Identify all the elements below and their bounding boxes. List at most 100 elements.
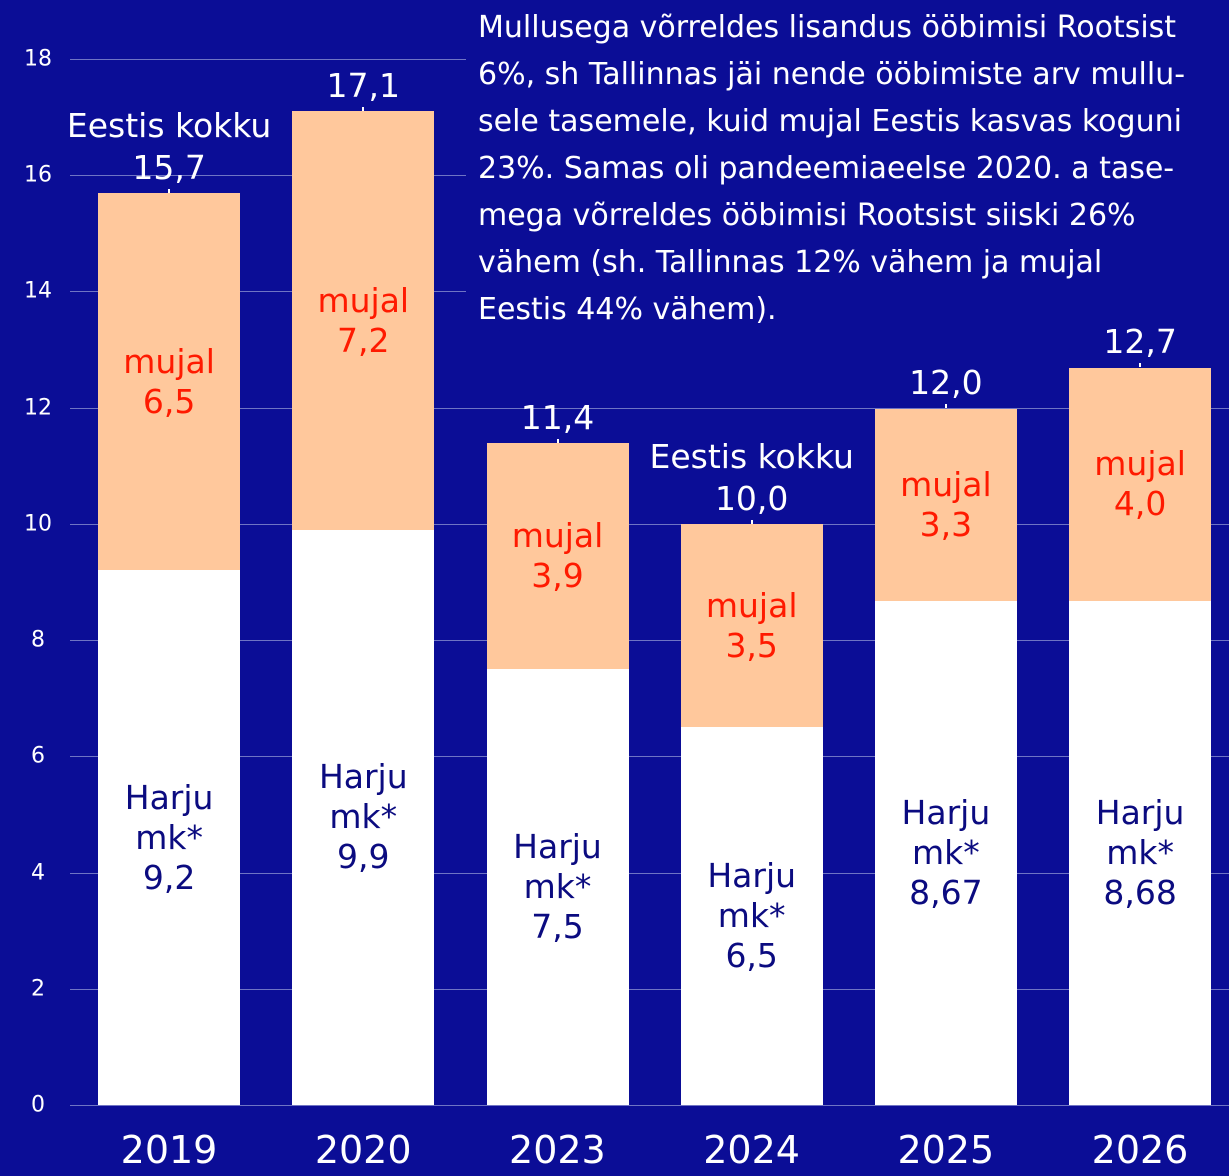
segment-label: Harju mk* 8,68 <box>1059 793 1221 913</box>
total-label: 12,0 <box>836 362 1056 404</box>
value-label: 3,9 <box>531 555 584 595</box>
segment-label: mujal 3,5 <box>671 586 833 666</box>
total-label: Eestis kokku 10,0 <box>642 436 862 520</box>
grid-line <box>70 988 1229 990</box>
grid-line <box>70 872 1229 874</box>
value-label: 3,5 <box>725 625 778 665</box>
segment-label: Harju mk* 8,67 <box>865 793 1027 913</box>
grid-line <box>70 523 1229 525</box>
bar-segment <box>486 669 629 1105</box>
total-value: 10,0 <box>714 478 789 518</box>
note-line: vähem (sh. Tallinnas 12% vähem ja mujal <box>478 245 1103 280</box>
series-name: Harju mk* <box>707 856 797 936</box>
bar-segment <box>1069 600 1212 1105</box>
series-name: mujal <box>900 465 992 505</box>
note-line: 6%, sh Tallinnas jäi nende ööbimiste arv… <box>478 57 1186 92</box>
bar-segment <box>292 111 435 530</box>
series-name: mujal <box>317 280 410 320</box>
y-tick-label: 4 <box>31 860 45 886</box>
series-name: mujal <box>511 515 604 555</box>
value-label: 8,68 <box>1103 872 1177 912</box>
annotation: Eestis kokku <box>649 436 854 476</box>
note-line: mega võrreldes ööbimisi Rootsist siiski … <box>478 198 1136 233</box>
grid-line <box>70 407 1229 409</box>
y-tick-label: 0 <box>31 1092 45 1118</box>
series-name: mujal <box>123 341 215 381</box>
bar-segment <box>680 523 823 728</box>
series-name: Harju mk* <box>513 827 602 907</box>
total-mark <box>362 107 365 112</box>
total-value: 11,4 <box>520 397 595 437</box>
series-name: mujal <box>1094 444 1186 484</box>
annotation: Eestis kokku <box>66 105 272 145</box>
bar-segment <box>1069 368 1212 601</box>
value-label: 7,2 <box>337 320 390 360</box>
value-label: 8,67 <box>909 873 983 913</box>
note-line: Mullusega võrreldes lisandus ööbimisi Ro… <box>478 10 1177 45</box>
y-tick-label: 2 <box>31 976 45 1002</box>
total-mark <box>750 519 753 524</box>
y-tick-label: 8 <box>31 627 45 653</box>
note-line: 23%. Samas oli pandeemiaeelse 2020. a ta… <box>478 151 1175 186</box>
total-label: 17,1 <box>253 65 473 107</box>
y-tick-label: 10 <box>24 511 52 537</box>
segment-label: Harju mk* 9,9 <box>282 757 444 877</box>
segment-label: mujal 6,5 <box>88 342 250 422</box>
total-value: 15,7 <box>132 147 206 187</box>
total-mark <box>1139 362 1142 367</box>
value-label: 7,5 <box>531 907 584 947</box>
y-tick-label: 18 <box>24 46 52 72</box>
value-label: 6,5 <box>142 381 196 421</box>
y-tick-label: 14 <box>24 278 52 304</box>
bar-segment <box>292 529 435 1105</box>
bar-segment <box>98 192 241 571</box>
bar-segment <box>680 727 823 1105</box>
segment-label: Harju mk* 9,2 <box>88 778 250 898</box>
note: Mullusega võrreldes lisandus ööbimisi Ro… <box>466 0 1229 338</box>
total-mark <box>944 403 947 408</box>
total-mark <box>168 188 171 193</box>
y-tick-label: 6 <box>31 743 45 769</box>
x-tick-label: 2023 <box>509 1128 606 1172</box>
bar-segment <box>874 409 1017 602</box>
series-name: Harju mk* <box>318 757 408 837</box>
value-label: 6,5 <box>725 936 778 976</box>
value-label: 3,3 <box>919 505 973 545</box>
total-label: 11,4 <box>448 397 668 439</box>
value-label: 4,0 <box>1113 484 1167 524</box>
x-tick-label: 2025 <box>897 1128 995 1172</box>
series-name: Harju mk* <box>901 793 991 873</box>
segment-label: Harju mk* 6,5 <box>671 856 833 976</box>
series-name: mujal <box>705 585 798 625</box>
series-name: Harju mk* <box>124 777 214 857</box>
segment-label: mujal 4,0 <box>1059 444 1221 524</box>
total-label: Eestis kokku 15,7 <box>59 105 279 189</box>
bar-segment <box>98 570 241 1105</box>
value-label: 9,2 <box>142 857 196 897</box>
x-tick-label: 2026 <box>1091 1128 1189 1172</box>
segment-label: mujal 7,2 <box>282 281 444 361</box>
series-name: Harju mk* <box>1095 792 1185 872</box>
grid-line <box>70 1105 1229 1106</box>
segment-label: mujal 3,9 <box>477 516 639 596</box>
total-value: 17,1 <box>326 66 401 106</box>
value-label: 9,9 <box>337 837 390 877</box>
total-mark <box>556 438 559 443</box>
bar-segment <box>486 442 629 670</box>
total-value: 12,0 <box>909 362 983 402</box>
x-tick-label: 2019 <box>120 1128 218 1172</box>
note-line: Eestis 44% vähem). <box>478 292 777 327</box>
segment-label: mujal 3,3 <box>865 465 1027 545</box>
x-tick-label: 2020 <box>314 1128 412 1172</box>
note-line: sele tasemele, kuid mujal Eestis kasvas … <box>478 104 1182 139</box>
bar-segment <box>874 601 1017 1105</box>
total-label: 12,7 <box>1030 321 1229 363</box>
total-value: 12,7 <box>1103 321 1177 361</box>
segment-label: Harju mk* 7,5 <box>477 827 639 947</box>
grid-line <box>70 756 1229 758</box>
x-tick-label: 2024 <box>703 1128 800 1172</box>
y-tick-label: 16 <box>24 162 52 188</box>
grid-line <box>70 640 1229 642</box>
y-tick-label: 12 <box>24 395 52 421</box>
